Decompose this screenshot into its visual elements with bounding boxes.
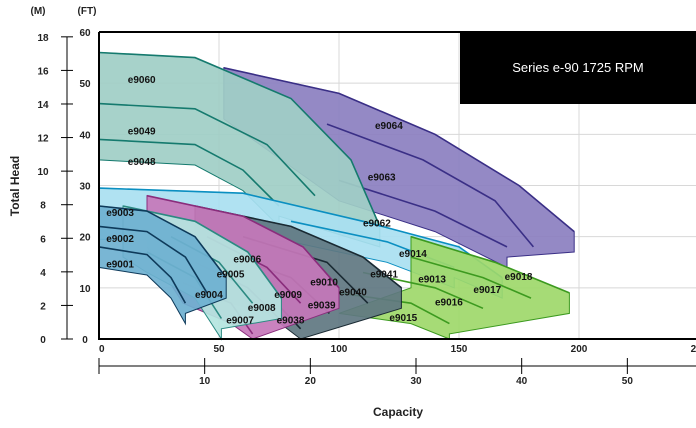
curve-label: e9014 bbox=[399, 249, 427, 260]
curve-label: e9039 bbox=[308, 300, 336, 311]
curve-label: e9063 bbox=[368, 172, 396, 183]
curve-label: e9041 bbox=[370, 270, 398, 281]
curve-label: e9064 bbox=[375, 121, 403, 132]
y-tick-label-m: 16 bbox=[37, 66, 49, 77]
pump-curve bbox=[98, 102, 316, 197]
curve-label: e9005 bbox=[217, 270, 245, 281]
x-tick-label: 100 bbox=[331, 344, 348, 355]
pump-curve bbox=[98, 51, 381, 227]
pump-curve bbox=[326, 123, 535, 248]
curve-label: e9001 bbox=[106, 259, 134, 270]
y-tick-label-ft: 0 bbox=[82, 335, 88, 346]
curve-labels: e9064 e9063 e9062 e9060 e9049 e9048 e9014 e9013… bbox=[106, 75, 533, 326]
pump-curve bbox=[338, 179, 508, 248]
y-tick-label-m: 6 bbox=[40, 234, 46, 245]
curve-label: e9009 bbox=[274, 290, 302, 301]
y-tick-label-ft: 60 bbox=[79, 28, 91, 39]
y-tick-label-m: 12 bbox=[37, 134, 49, 145]
pump-curve bbox=[122, 205, 283, 299]
y-tick-label-m: 8 bbox=[40, 201, 46, 212]
curve-label: e9038 bbox=[277, 316, 305, 327]
curve-label: e9048 bbox=[128, 157, 156, 168]
curve-label: e9060 bbox=[128, 75, 156, 86]
y-tick-label-ft: 10 bbox=[79, 284, 91, 295]
y-tick-label-ft: 40 bbox=[79, 130, 91, 141]
curve-label: e9010 bbox=[310, 277, 338, 288]
unit-label-m: (M) bbox=[31, 6, 46, 17]
x2-tick-label: 40 bbox=[516, 376, 528, 387]
x2-tick-label: 50 bbox=[622, 376, 634, 387]
pump-curve bbox=[98, 205, 227, 279]
x2-tick-label: 20 bbox=[305, 376, 317, 387]
x-tick-label: 200 bbox=[571, 344, 588, 355]
x2-tick-label: 10 bbox=[199, 376, 211, 387]
y-tick-label-m: 4 bbox=[40, 268, 46, 279]
y-tick-label-ft: 30 bbox=[79, 182, 91, 193]
x-tick-label: 150 bbox=[451, 344, 468, 355]
curve-label: e9004 bbox=[195, 290, 223, 301]
x-tick-label: 50 bbox=[213, 344, 225, 355]
y-tick-label-m: 2 bbox=[40, 301, 46, 312]
x-axis-label: Capacity bbox=[373, 405, 423, 419]
pump-curve-families bbox=[98, 51, 575, 341]
x-tick-label: 0 bbox=[99, 344, 105, 355]
pump-curve bbox=[98, 246, 187, 304]
x2-tick-label: 30 bbox=[410, 376, 422, 387]
y-tick-label-m: 10 bbox=[37, 167, 49, 178]
y-tick-label-m: 0 bbox=[40, 335, 46, 346]
x-tick-label: 250 bbox=[691, 344, 696, 355]
unit-label-ft: (FT) bbox=[78, 6, 97, 17]
curve-label: e9008 bbox=[248, 303, 276, 314]
y-tick-label-m: 18 bbox=[37, 33, 49, 44]
curve-label: e9018 bbox=[505, 272, 533, 283]
curve-label: e9040 bbox=[339, 288, 367, 299]
pump-curve bbox=[410, 235, 570, 294]
curve-label: e9017 bbox=[473, 285, 501, 296]
curve-label: e9062 bbox=[363, 218, 391, 229]
chart-title: Series e-90 1725 RPM bbox=[512, 60, 644, 75]
curve-label: e9049 bbox=[128, 126, 156, 137]
curve-label: e9002 bbox=[106, 234, 134, 245]
title-box bbox=[460, 31, 696, 104]
curve-label: e9013 bbox=[418, 275, 446, 286]
curve-label: e9007 bbox=[226, 316, 254, 327]
curve-family bbox=[223, 67, 575, 269]
pump-curve bbox=[410, 256, 532, 299]
pump-curve bbox=[223, 67, 575, 233]
curve-label: e9015 bbox=[389, 313, 417, 324]
y-tick-label-m: 14 bbox=[37, 100, 49, 111]
curve-label: e9003 bbox=[106, 208, 134, 219]
curve-label: e9016 bbox=[435, 298, 463, 309]
y-axis-label: Total Head bbox=[8, 156, 22, 216]
y-tick-label-ft: 50 bbox=[79, 79, 91, 90]
pump-curve bbox=[98, 225, 208, 294]
curve-label: e9006 bbox=[233, 254, 261, 265]
pump-curve bbox=[146, 194, 340, 289]
pump-curve bbox=[98, 138, 280, 207]
y-tick-label-ft: 20 bbox=[79, 233, 91, 244]
